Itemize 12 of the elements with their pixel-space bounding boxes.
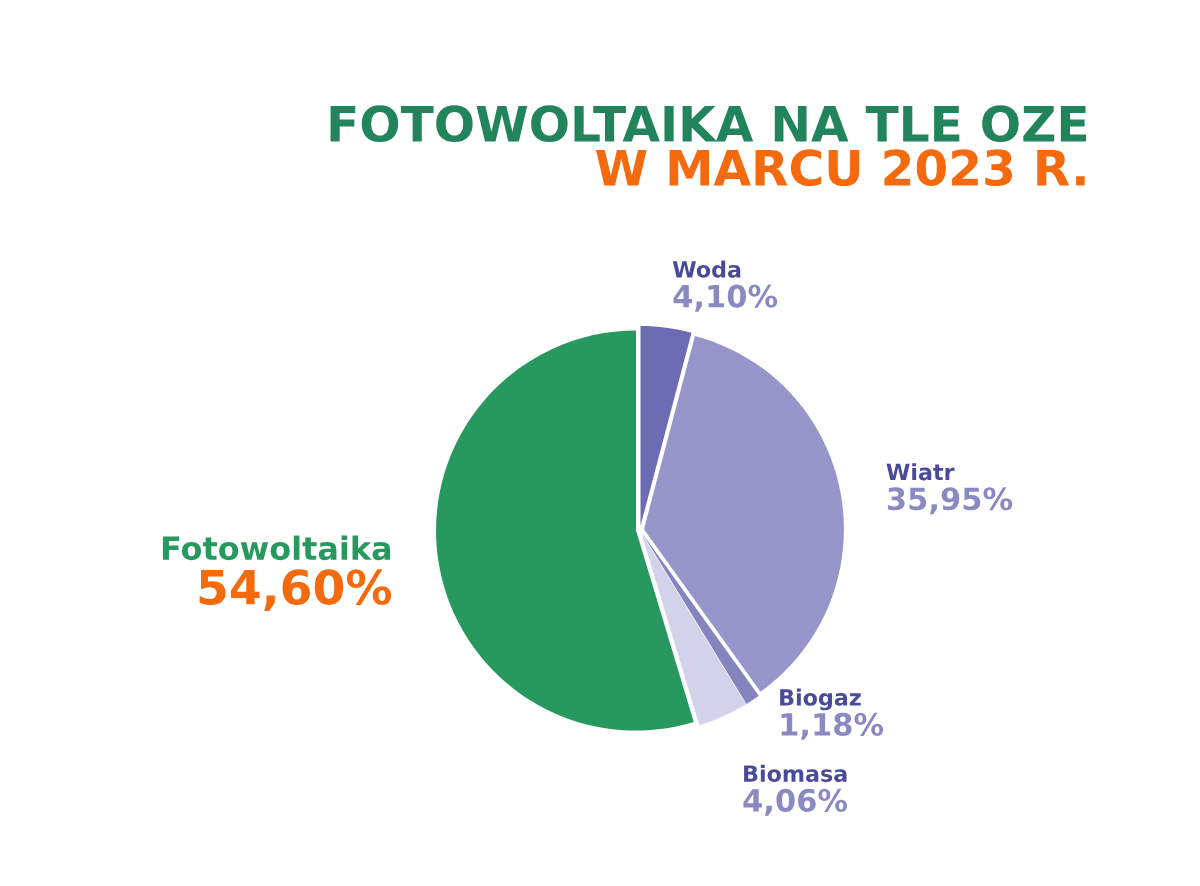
- slice-label: Fotowoltaika: [162, 535, 391, 561]
- data-label: 1,18%: [781, 712, 884, 740]
- chart-subtitle: W MARCU 2023 R.: [595, 149, 1085, 187]
- chart-title: FOTOWOLTAIKA NA TLE OZE: [330, 105, 1087, 143]
- data-label: 4,10%: [673, 284, 778, 312]
- slice-label: Biogaz: [780, 688, 861, 711]
- slice-label: Wiatr: [886, 463, 955, 481]
- slice-label: Woda: [672, 260, 741, 278]
- slice-label: Biomasa: [744, 764, 847, 782]
- data-label: 35,95%: [887, 487, 1013, 515]
- data-label: 54,60%: [199, 569, 392, 612]
- data-label: 4,06%: [743, 788, 848, 816]
